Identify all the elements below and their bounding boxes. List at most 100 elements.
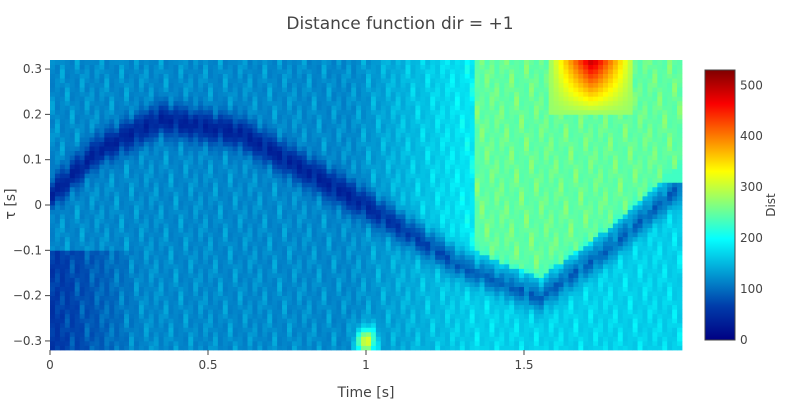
heatmap-cell [583,214,589,219]
heatmap-cell [104,318,110,324]
heatmap-cell [366,195,372,201]
heatmap-cell [642,254,648,260]
heatmap-cell [672,236,678,242]
heatmap-cell [109,259,115,265]
heatmap-cell [637,250,643,256]
heatmap-cell [306,186,313,192]
heatmap-cell [538,218,545,224]
heatmap-cell [54,168,61,174]
heatmap-cell [346,309,352,315]
heatmap-cell [440,295,446,301]
heatmap-cell [410,223,416,229]
heatmap-cell [99,191,105,197]
heatmap-cell [341,236,347,242]
heatmap-cell [642,295,648,301]
heatmap-cell [538,331,545,337]
heatmap-cell [672,300,678,306]
heatmap-cell [336,277,342,283]
heatmap-cell [252,245,258,251]
heatmap-cell [138,245,145,251]
heatmap-cell [94,209,100,215]
heatmap-cell [79,282,85,287]
heatmap-cell [301,173,308,179]
heatmap-cell [242,254,248,260]
heatmap-cell [484,318,490,324]
heatmap-cell [311,309,318,315]
heatmap-cell [114,313,120,319]
heatmap-cell [657,186,663,192]
heatmap-cell [64,214,71,219]
heatmap-cell [627,268,634,274]
heatmap-cell [232,254,239,260]
heatmap-cell [272,259,278,265]
heatmap-cell [203,227,209,233]
heatmap-cell [538,173,545,179]
heatmap-cell [548,236,555,242]
heatmap-cell [657,313,663,319]
heatmap-cell [331,227,337,233]
heatmap-cell [69,195,76,201]
heatmap-cell [375,259,382,265]
heatmap-cell [193,209,199,215]
heatmap-cell [509,286,515,292]
heatmap-cell [385,250,392,256]
heatmap-cell [430,186,436,192]
heatmap-cell [558,195,564,201]
heatmap-cell [445,209,451,215]
heatmap-cell [54,214,61,219]
heatmap-cell [499,340,505,346]
heatmap-cell [657,309,663,315]
heatmap-cell [124,236,130,242]
heatmap-cell [632,309,638,315]
heatmap-cell [173,186,179,192]
heatmap-cell [464,191,471,197]
heatmap-cell [311,277,318,283]
heatmap-cell [109,173,115,179]
heatmap-cell [277,250,283,256]
heatmap-cell [346,268,352,274]
heatmap-cell [489,327,495,333]
heatmap-cell [499,318,505,324]
heatmap-cell [59,282,66,287]
heatmap-cell [64,340,71,346]
heatmap-cell [568,272,574,278]
heatmap-cell [568,304,574,310]
heatmap-cell [657,209,663,215]
heatmap-cell [454,304,461,310]
heatmap-cell [326,218,332,224]
heatmap-cell [301,263,308,269]
heatmap-cell [647,214,653,219]
heatmap-cell [524,209,530,215]
heatmap-cell [524,318,530,324]
heatmap-cell [138,182,145,188]
heatmap-cell [519,218,525,224]
heatmap-cell [568,182,574,188]
heatmap-cell [198,263,204,269]
heatmap-cell [346,318,352,324]
heatmap-cell [504,200,510,206]
heatmap-cell [652,295,658,301]
heatmap-cell [296,218,303,224]
heatmap-cell [474,282,480,287]
heatmap-cell [59,322,66,328]
heatmap-cell [306,214,313,219]
heatmap-cell [494,291,500,297]
heatmap-cell [198,186,204,192]
heatmap-cell [603,200,609,206]
heatmap-cell [138,282,145,287]
heatmap-cell [114,322,120,328]
heatmap-cell [114,309,120,315]
heatmap-cell [612,286,619,292]
heatmap-cell [642,300,648,306]
heatmap-cell [667,331,673,337]
heatmap-cell [306,232,313,238]
heatmap-cell [642,186,648,192]
heatmap-cell [657,245,663,251]
heatmap-cell [321,286,327,292]
heatmap-cell [321,282,327,287]
heatmap-cell [69,241,76,247]
heatmap-cell [59,250,66,256]
heatmap-cell [138,268,145,274]
heatmap-cell [94,327,100,333]
heatmap-cell [50,345,56,351]
